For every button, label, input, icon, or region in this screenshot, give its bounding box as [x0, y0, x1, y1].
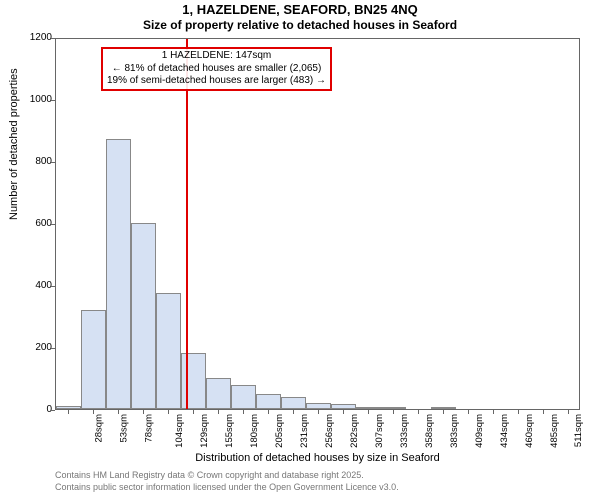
x-tick-label: 104sqm [173, 414, 184, 448]
x-tick-mark [143, 410, 144, 414]
y-tick-label: 1000 [22, 94, 52, 105]
x-tick-label: 53sqm [118, 414, 129, 443]
x-tick-label: 28sqm [93, 414, 104, 443]
footer-copyright-1: Contains HM Land Registry data © Crown c… [55, 470, 364, 480]
bar [56, 406, 81, 409]
x-tick-label: 78sqm [143, 414, 154, 443]
annotation-smaller: ← 81% of detached houses are smaller (2,… [107, 63, 326, 76]
x-tick-mark [468, 410, 469, 414]
x-tick-label: 256sqm [323, 414, 334, 448]
bar [281, 397, 306, 409]
bar [431, 407, 456, 409]
x-tick-mark [343, 410, 344, 414]
annotation-header: 1 HAZELDENE: 147sqm [107, 50, 326, 63]
x-tick-mark [443, 410, 444, 414]
chart-title: 1, HAZELDENE, SEAFORD, BN25 4NQ [0, 2, 600, 17]
x-tick-label: 282sqm [348, 414, 359, 448]
footer-copyright-2: Contains public sector information licen… [55, 482, 399, 492]
x-tick-mark [268, 410, 269, 414]
bar [81, 310, 106, 409]
x-tick-mark [218, 410, 219, 414]
x-tick-mark [393, 410, 394, 414]
x-tick-label: 205sqm [273, 414, 284, 448]
x-tick-mark [318, 410, 319, 414]
bar [356, 407, 381, 409]
y-tick-label: 400 [22, 280, 52, 291]
reference-line [186, 39, 188, 409]
y-tick-label: 800 [22, 156, 52, 167]
x-tick-label: 383sqm [448, 414, 459, 448]
plot-area: 1 HAZELDENE: 147sqm ← 81% of detached ho… [55, 38, 580, 410]
bar [181, 353, 206, 409]
annotation-box: 1 HAZELDENE: 147sqm ← 81% of detached ho… [101, 47, 332, 91]
bar [256, 394, 281, 410]
x-tick-mark [293, 410, 294, 414]
y-tick-label: 0 [22, 404, 52, 415]
x-tick-label: 155sqm [223, 414, 234, 448]
histogram-chart: 1, HAZELDENE, SEAFORD, BN25 4NQ Size of … [0, 0, 600, 500]
x-tick-mark [368, 410, 369, 414]
bar [231, 385, 256, 409]
x-tick-label: 180sqm [248, 414, 259, 448]
bar [381, 407, 406, 409]
x-tick-label: 358sqm [423, 414, 434, 448]
y-tick-label: 200 [22, 342, 52, 353]
x-tick-label: 409sqm [473, 414, 484, 448]
x-tick-label: 307sqm [373, 414, 384, 448]
x-tick-mark [493, 410, 494, 414]
x-tick-label: 511sqm [573, 414, 584, 447]
x-tick-mark [568, 410, 569, 414]
bar [206, 378, 231, 409]
x-tick-mark [543, 410, 544, 414]
annotation-larger: 19% of semi-detached houses are larger (… [107, 75, 326, 88]
bar [331, 404, 356, 409]
bar [106, 139, 131, 409]
x-axis-label: Distribution of detached houses by size … [55, 452, 580, 464]
bar [156, 293, 181, 409]
x-tick-mark [243, 410, 244, 414]
x-tick-label: 485sqm [548, 414, 559, 448]
chart-subtitle: Size of property relative to detached ho… [0, 18, 600, 32]
y-tick-label: 600 [22, 218, 52, 229]
x-tick-label: 460sqm [523, 414, 534, 448]
x-tick-label: 129sqm [198, 414, 209, 448]
x-tick-mark [168, 410, 169, 414]
bar [131, 223, 156, 409]
bar [306, 403, 331, 409]
y-tick-label: 1200 [22, 32, 52, 43]
x-tick-mark [68, 410, 69, 414]
x-tick-mark [418, 410, 419, 414]
x-tick-mark [193, 410, 194, 414]
y-tick-mark [51, 410, 55, 411]
y-axis-label: Number of detached properties [8, 68, 20, 220]
x-tick-mark [518, 410, 519, 414]
x-tick-label: 231sqm [298, 414, 309, 448]
x-tick-mark [118, 410, 119, 414]
x-tick-label: 333sqm [398, 414, 409, 448]
x-tick-label: 434sqm [498, 414, 509, 448]
x-tick-mark [93, 410, 94, 414]
